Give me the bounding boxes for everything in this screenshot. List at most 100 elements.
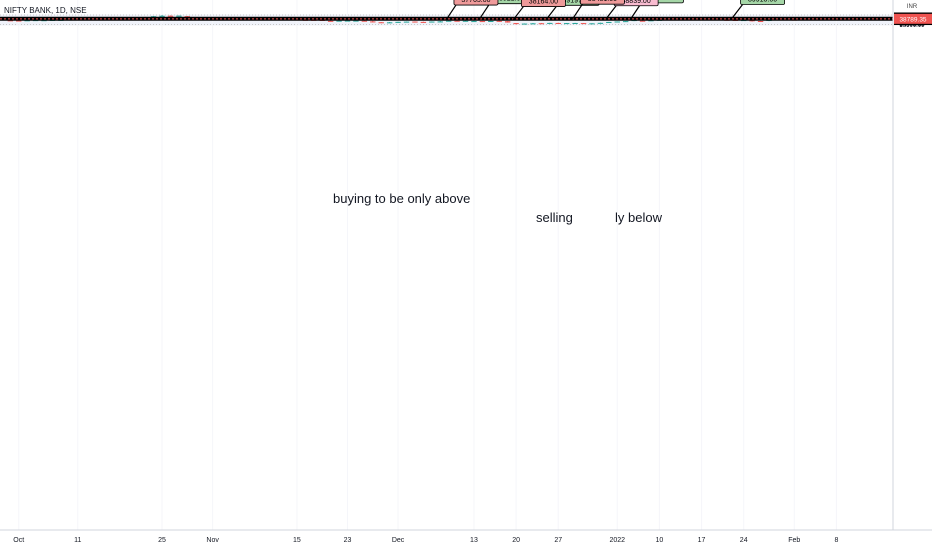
callout-leader [479,3,491,19]
x-tick-label: Oct [13,537,24,544]
x-tick-label: 13 [470,537,478,544]
sell-note-prefix: selling [536,210,573,225]
current-price-badge [894,13,932,24]
currency-label: INR [907,4,918,10]
candle [445,20,452,22]
candle-body [488,21,494,23]
x-tick-labels: Oct 11 25 Nov 15 23 Dec 13 20 27 2022 10 17 24 Feb 8 [13,537,838,544]
callout-leader [732,4,744,18]
x-tick-label: 23 [344,537,352,544]
candle-body [589,23,595,25]
callout-box [580,0,625,5]
price-callouts: 39913.00 39596.00 39197.00 38921.00 38839.00… [445,0,785,21]
x-tick-label: 8 [834,537,838,544]
callout-box [487,0,533,5]
candle-body [395,21,401,23]
candle [437,20,443,23]
candle [412,21,418,23]
candle [580,22,587,25]
callout-label: 37765.00 [461,0,490,4]
candle [403,21,410,23]
candle-body [504,21,511,23]
sell-note-suffix: ly below [615,210,663,225]
candle-body [530,23,536,25]
candle [386,22,393,24]
candle-body [614,21,620,23]
callout-box [740,0,785,5]
y-tick-label: 33600.00 [899,23,925,29]
candle [521,23,528,25]
callout-box [453,0,499,6]
callout-box [521,0,566,7]
candle-body [538,23,545,25]
candle [530,22,536,25]
candle [370,20,376,23]
candle-body [521,23,528,25]
candle-body [412,21,418,23]
candle-body [454,20,460,22]
candle [361,20,368,22]
symbol-title: NIFTY BANK, 1D, NSE [4,6,87,15]
callout-leader [546,4,558,19]
candle-body [606,21,612,23]
candle-body [580,23,587,25]
candle [547,22,553,24]
candle-body [572,22,578,24]
x-tick-label: Nov [206,537,219,544]
candle-body [336,20,342,22]
callout-label: 38164.00 [529,0,558,6]
callout-leader [512,6,524,20]
candle-body [513,23,519,25]
callout-leader [445,4,457,21]
y-tick-label: 34000.00 [899,23,925,29]
candle-body [167,15,174,17]
x-tick-label: Dec [392,537,405,544]
callout-label: 39913.00 [748,0,777,3]
callout-leader [571,3,583,20]
candle [597,22,604,24]
callout-label: 38481.00 [588,0,617,3]
candle [488,20,494,23]
candle-body [353,20,359,22]
callout-label: 39197.00 [563,0,592,4]
candle-body [24,20,30,22]
candle-body [445,20,452,22]
price-badges: 39913.0039596.0039197.0038921.0038839.00… [894,12,932,26]
candle [420,21,427,23]
candle-body [555,22,561,24]
x-tick-label: 15 [293,537,301,544]
candle-body [7,20,13,22]
price-axis [0,0,932,531]
candle-body [344,20,351,22]
candle-body [429,21,435,23]
candle [479,20,486,23]
current-price-text: 38789.35 [899,16,926,23]
candle-body [496,20,502,22]
candle-body [150,16,157,18]
x-tick-label: 2022 [609,537,625,544]
candle [513,22,519,25]
candle [167,15,174,17]
candle [395,21,401,23]
candle [538,22,545,25]
candle-body [479,21,486,23]
x-tick-label: 24 [740,537,748,544]
candle [429,21,435,23]
candle-body [176,15,182,17]
candle-body [159,15,165,17]
candle-body [403,21,410,23]
candle-body [16,20,22,22]
candle-body [471,21,477,23]
x-tick-label: 17 [698,537,706,544]
x-tick-label: 27 [554,537,562,544]
x-tick-label: Feb [788,537,800,544]
candle-body [370,21,376,23]
candle-body [437,21,443,23]
candle-body [327,20,334,22]
grid-lines [0,14,893,26]
x-tick-label: 10 [656,537,664,544]
candle [378,22,384,24]
candle [496,20,502,22]
candle [639,20,646,22]
